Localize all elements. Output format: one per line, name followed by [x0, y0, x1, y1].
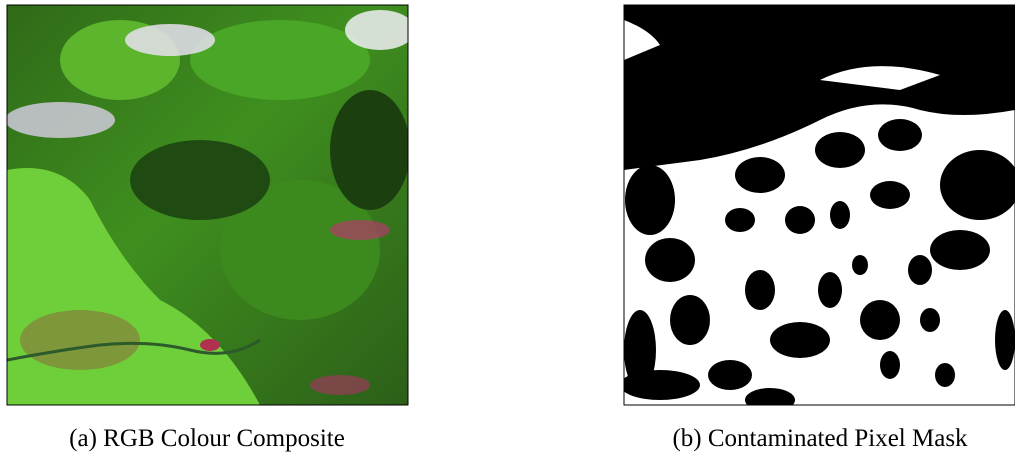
mask-blob: [995, 310, 1015, 370]
mask-blob: [620, 370, 700, 400]
mask-blob: [870, 181, 910, 209]
mask-blob: [815, 132, 865, 168]
vegetation: [190, 20, 370, 100]
page: (a) RGB Colour Composite (b) Contaminate…: [0, 0, 1015, 461]
cloud: [345, 10, 415, 50]
mask-blob: [860, 300, 900, 340]
mask-blob: [670, 295, 710, 345]
soil: [20, 310, 140, 370]
mask-blob: [785, 206, 815, 234]
mask-blob: [708, 360, 752, 390]
mask-blob: [930, 230, 990, 270]
mask-blob: [625, 165, 675, 235]
mask-blob: [770, 322, 830, 358]
mask-blob: [908, 255, 932, 285]
red-patch: [310, 375, 370, 395]
red-patch: [330, 220, 390, 240]
caption: (a) RGB Colour Composite: [69, 425, 345, 452]
mask-blob: [830, 201, 850, 229]
mask-blob: [818, 272, 842, 308]
mask-blob: [745, 388, 795, 412]
rgb-image: [5, 5, 415, 405]
figure: (a) RGB Colour Composite (b) Contaminate…: [0, 0, 1015, 461]
mask-blob: [745, 270, 775, 310]
mask-blob: [878, 119, 922, 151]
cloud: [5, 102, 115, 138]
mask-blob: [920, 308, 940, 332]
red-patch: [200, 339, 220, 351]
mask-image: [620, 5, 1015, 412]
cloud: [125, 24, 215, 56]
mask-blob: [880, 351, 900, 379]
dark-forest: [130, 140, 270, 220]
caption: (b) Contaminated Pixel Mask: [672, 425, 968, 452]
mask-blob: [735, 157, 785, 193]
dark-forest: [330, 90, 410, 210]
mask-blob: [935, 363, 955, 387]
mask-blob: [725, 208, 755, 232]
mask-blob: [852, 255, 868, 275]
mask-blob: [645, 238, 695, 282]
